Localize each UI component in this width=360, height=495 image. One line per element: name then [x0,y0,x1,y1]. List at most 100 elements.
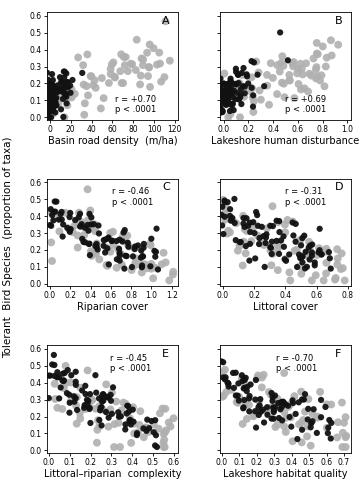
Point [220,107,225,115]
Point [46,113,51,121]
Point [261,241,267,249]
Point [217,75,223,83]
Point [108,65,113,73]
Point [231,106,237,114]
Point [302,264,308,272]
Point [247,256,252,264]
Point [87,240,93,248]
Point [241,396,247,404]
Point [224,80,230,88]
Point [49,90,55,98]
Point [122,426,128,434]
Point [47,372,53,380]
Point [50,82,56,90]
Point [317,77,323,85]
Point [219,211,224,219]
Point [279,79,285,87]
Point [104,261,109,269]
Point [270,74,276,82]
Point [256,397,262,405]
Point [268,391,274,398]
Point [276,217,282,225]
Point [259,374,265,382]
Point [91,220,97,228]
Point [79,220,85,228]
Point [275,218,281,226]
Point [73,401,79,409]
Point [101,242,107,250]
Point [258,96,264,103]
Point [244,387,249,395]
Point [294,69,300,77]
Point [120,238,125,246]
Point [307,242,313,249]
Point [224,93,230,101]
Point [257,87,262,95]
Point [112,74,118,82]
Point [94,240,100,248]
Point [63,90,68,98]
Point [229,100,235,108]
Point [306,238,312,246]
Point [272,403,278,411]
Point [244,227,249,235]
Point [55,99,61,107]
Point [278,59,284,67]
Point [264,82,270,90]
Point [342,277,347,285]
Point [126,417,132,425]
Point [227,107,233,115]
Point [152,442,158,449]
Point [44,82,50,90]
Point [225,96,230,104]
Point [48,113,54,121]
Point [152,247,157,255]
Point [94,426,100,434]
Point [139,54,144,62]
Point [251,412,256,420]
Point [220,108,225,116]
Point [60,80,66,88]
Point [251,411,257,419]
Point [323,248,329,255]
Point [162,73,167,81]
Point [96,422,102,430]
Point [45,92,51,99]
Point [87,404,93,412]
Point [245,80,251,88]
Point [240,214,246,222]
Point [53,108,58,116]
Point [233,369,239,377]
Point [252,254,258,262]
Point [222,100,228,108]
Point [219,86,225,94]
Point [282,255,288,263]
Point [147,83,153,91]
Point [82,382,88,390]
Point [264,224,270,232]
Point [238,85,244,93]
Point [81,404,87,412]
Point [226,383,231,391]
Point [47,107,53,115]
Point [289,59,295,67]
Point [267,222,273,230]
Point [232,219,238,227]
Point [72,398,77,406]
Point [67,82,73,90]
Point [253,424,259,432]
Point [93,250,99,258]
Point [99,421,104,429]
Point [115,408,121,416]
Point [57,87,63,95]
Point [309,419,314,427]
Point [63,90,69,98]
Point [73,378,78,386]
Point [75,232,81,240]
Point [318,413,324,421]
Point [89,396,95,404]
Point [89,72,94,80]
Point [223,373,229,381]
Point [48,222,54,230]
Point [318,250,324,258]
